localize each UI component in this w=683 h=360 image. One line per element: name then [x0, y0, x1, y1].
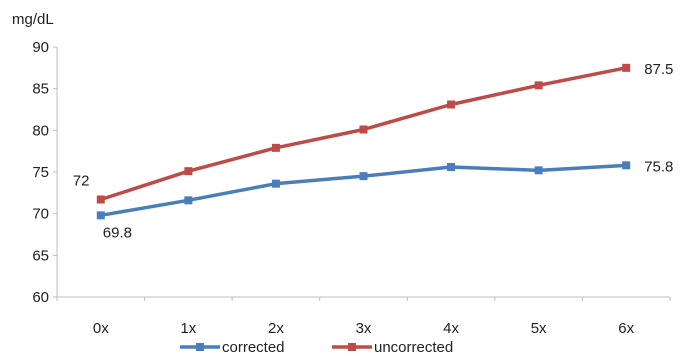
legend-swatch-marker [196, 343, 204, 351]
legend-item-corrected: corrected [180, 339, 285, 356]
data-point-uncorrected [96, 195, 105, 204]
data-point-corrected [184, 196, 193, 205]
data-point-corrected [622, 161, 631, 170]
legend-label: uncorrected [374, 339, 453, 356]
x-tick-label: 2x [268, 320, 284, 337]
data-point-uncorrected [447, 100, 456, 109]
x-tick-label: 3x [356, 320, 372, 337]
series-layer: 69.8 75.8 72 87.5 [73, 61, 674, 241]
data-point-uncorrected [184, 167, 193, 176]
y-axis-unit-label: mg/dL [12, 11, 54, 28]
y-tick-label: 70 [32, 206, 49, 223]
x-tick-label: 6x [618, 320, 634, 337]
data-label-uncorrected: 72 [73, 173, 90, 190]
data-point-uncorrected [534, 81, 543, 90]
y-tick-label: 65 [32, 247, 49, 264]
y-tick-label: 90 [32, 39, 49, 56]
series-uncorrected: 72 87.5 [73, 61, 673, 204]
x-axis-ticks: 0x 1x 2x 3x 4x 5x 6x [56, 297, 671, 337]
data-point-uncorrected [622, 63, 631, 72]
data-point-corrected [534, 166, 543, 175]
x-tick-label: 5x [531, 320, 547, 337]
y-axis-ticks: 60 65 70 75 80 85 90 [32, 39, 57, 306]
data-point-uncorrected [359, 125, 368, 134]
x-tick-label: 4x [443, 320, 459, 337]
y-tick-label: 75 [32, 164, 49, 181]
y-tick-label: 85 [32, 81, 49, 98]
y-tick-label: 60 [32, 289, 49, 306]
data-point-corrected [447, 163, 456, 171]
legend-swatch-marker [348, 343, 356, 351]
data-label-corrected: 69.8 [103, 224, 132, 241]
data-point-uncorrected [271, 143, 280, 152]
legend-item-uncorrected: uncorrected [332, 339, 453, 356]
y-tick-label: 80 [32, 122, 49, 139]
x-tick-label: 0x [93, 320, 109, 337]
data-label-corrected: 75.8 [644, 158, 673, 175]
data-label-uncorrected: 87.5 [644, 61, 673, 78]
series-corrected: 69.8 75.8 [96, 158, 673, 241]
x-tick-label: 1x [180, 320, 196, 337]
data-point-corrected [271, 179, 280, 188]
data-point-corrected [359, 172, 368, 181]
legend: corrected uncorrected [180, 339, 453, 356]
data-point-corrected [96, 211, 105, 220]
legend-label: corrected [222, 339, 285, 356]
